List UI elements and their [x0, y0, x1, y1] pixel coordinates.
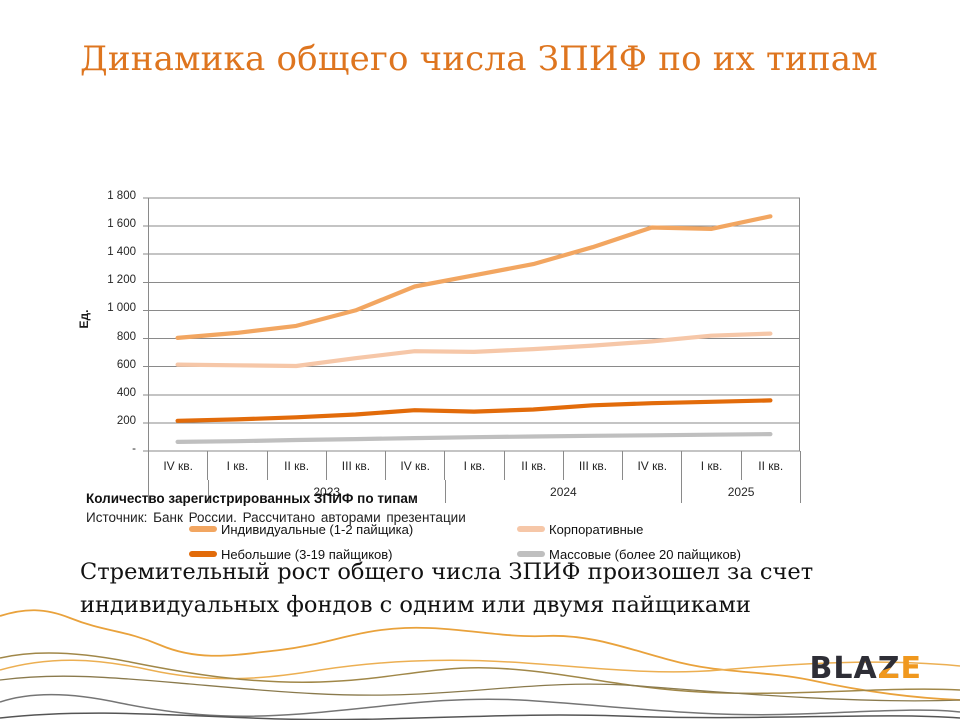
- y-tick-label: 400: [116, 386, 136, 399]
- legend-label: Корпоративные: [549, 521, 644, 537]
- chart-caption: Количество зарегистрированных ЗПИФ по ти…: [86, 491, 418, 506]
- x-quarter-cell: III кв.: [564, 451, 624, 480]
- legend-item: Массовые (более 20 пайщиков): [517, 544, 741, 564]
- legend-swatch: [517, 551, 545, 557]
- x-quarter-cell: II кв.: [505, 451, 564, 480]
- x-year-cell: 2025: [682, 480, 801, 503]
- y-tick-label: 800: [116, 330, 136, 343]
- legend-swatch: [189, 526, 217, 532]
- x-quarter-cell: I кв.: [682, 451, 742, 480]
- x-year-cell: [149, 480, 209, 503]
- y-tick-label: 1 000: [107, 302, 136, 315]
- zpif-line-chart: Ед. 1 800 1 600 1 400 1 200 1 000 800 600 400 20…: [0, 90, 960, 562]
- legend-swatch: [189, 551, 217, 557]
- x-year-cell: 2024: [446, 480, 683, 503]
- legend-item: Небольшие (3-19 пайщиков): [189, 544, 393, 564]
- y-tick-label: 1 200: [107, 274, 136, 287]
- x-quarter-cell: I кв.: [208, 451, 268, 480]
- x-axis-quarter-labels: IV кв. I кв. II кв. III кв. IV кв. I кв. II кв…: [148, 451, 801, 480]
- series-line-0: [175, 214, 773, 340]
- series-line-2: [175, 398, 773, 423]
- series-line-1: [175, 331, 773, 369]
- takeaway-text: Стремительный рост общего числа ЗПИФ про…: [80, 559, 814, 618]
- y-tick-label: 1 600: [107, 218, 136, 231]
- y-tick-label: 200: [116, 414, 136, 427]
- y-tick-label: 1 800: [107, 190, 136, 202]
- y-tick-label: 1 400: [107, 246, 136, 259]
- chart-source: Источник: Банк России. Рассчитано автора…: [86, 510, 466, 525]
- blaze-logo: BLAZ Z E: [810, 651, 922, 686]
- plot-area: [143, 197, 800, 452]
- x-quarter-cell: IV кв.: [386, 451, 446, 480]
- x-quarter-cell: IV кв.: [623, 451, 683, 480]
- x-quarter-cell: III кв.: [327, 451, 387, 480]
- series-line-3: [175, 432, 773, 444]
- legend-label: Массовые (более 20 пайщиков): [549, 546, 741, 562]
- x-axis-year-labels: 2023 2024 2025: [148, 480, 801, 503]
- x-quarter-cell: II кв.: [742, 451, 801, 480]
- logo-text-orange: E: [900, 651, 922, 686]
- x-quarter-cell: IV кв.: [149, 451, 209, 480]
- x-quarter-cell: II кв.: [268, 451, 327, 480]
- y-tick-label: 600: [116, 358, 136, 371]
- slide-title: Динамика общего числа ЗПИФ по их типам: [80, 38, 878, 79]
- logo-text-dark: BLA: [809, 651, 878, 686]
- y-tick-label: -: [132, 443, 136, 455]
- legend-item: Индивидуальные (1-2 пайщика): [189, 519, 413, 539]
- legend-label: Индивидуальные (1-2 пайщика): [221, 521, 414, 537]
- legend-item: Корпоративные: [517, 519, 643, 539]
- x-year-cell: 2023: [209, 480, 446, 503]
- x-quarter-cell: I кв.: [445, 451, 505, 480]
- legend-label: Небольшие (3-19 пайщиков): [221, 546, 393, 562]
- legend-swatch: [517, 526, 545, 532]
